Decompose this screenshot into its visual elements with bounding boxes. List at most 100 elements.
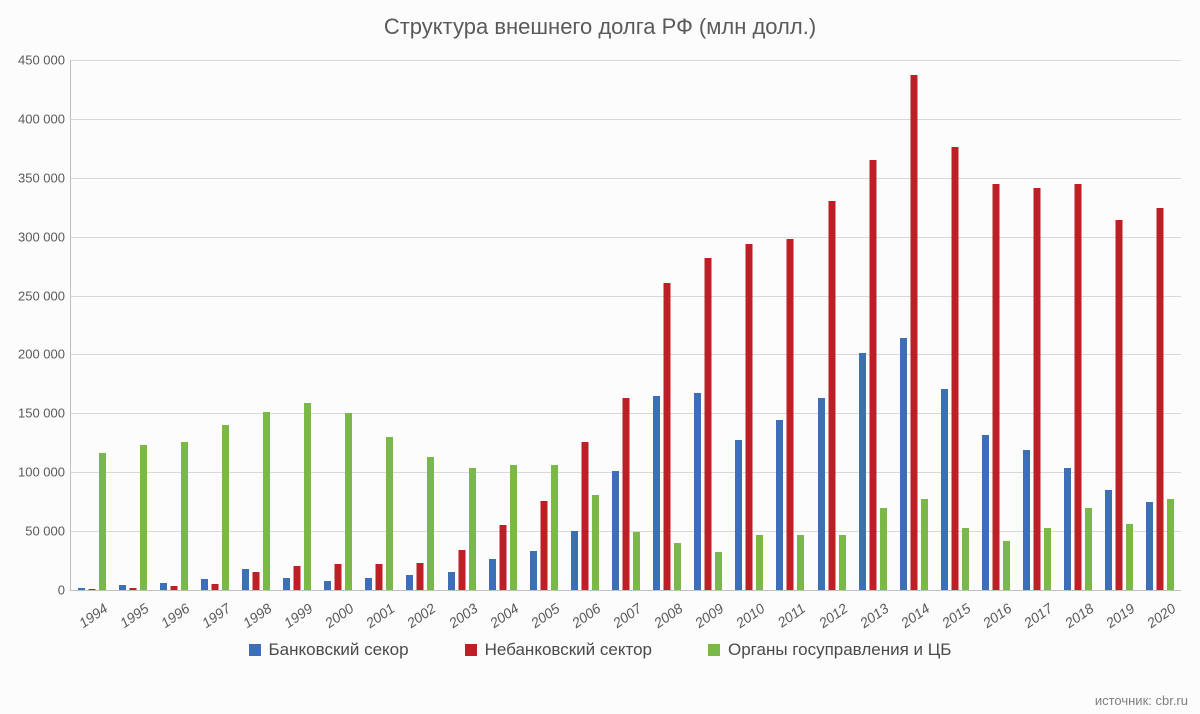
bar [540,501,547,591]
bar [839,535,846,590]
bar [746,244,753,590]
bar [705,258,712,590]
chart-container: Структура внешнего долга РФ (млн долл.) … [0,0,1200,714]
x-axis-label: 2003 [445,600,480,631]
x-axis-label: 2011 [775,600,809,630]
bar [78,588,85,590]
bar-group: 2001 [359,60,400,590]
bar-group: 2009 [688,60,729,590]
source-label: источник: cbr.ru [1095,693,1188,708]
legend-item: Небанковский сектор [465,640,652,660]
bar [941,389,948,590]
bar [1034,188,1041,590]
x-axis-label: 2002 [404,600,439,631]
bar [633,532,640,590]
bar [664,283,671,590]
x-axis-label: 2005 [528,600,563,631]
x-axis-label: 2016 [980,600,1015,631]
bar [160,583,167,590]
bar [859,353,866,590]
bar-group: 2014 [893,60,934,590]
x-axis-label: 2017 [1021,600,1056,631]
bar [345,413,352,590]
bar [1126,524,1133,590]
x-axis-label: 2020 [1144,600,1179,631]
bar [756,535,763,590]
bar-group: 2013 [852,60,893,590]
bar-group: 2016 [975,60,1016,590]
bar [386,437,393,590]
bar [448,572,455,590]
y-axis-label: 50 000 [25,524,65,539]
bar [1064,468,1071,590]
x-axis-label: 1998 [240,600,275,631]
bar-group: 1999 [277,60,318,590]
bar [499,525,506,590]
legend-item: Органы госуправления и ЦБ [708,640,951,660]
y-axis-label: 100 000 [18,465,65,480]
y-axis-label: 0 [58,583,65,598]
bar [376,564,383,590]
x-axis-label: 2009 [692,600,727,631]
bar [129,588,136,590]
bar [417,563,424,590]
bar [715,552,722,590]
bar [1075,184,1082,590]
x-axis-label: 1999 [281,600,316,631]
x-axis-label: 2007 [610,600,645,631]
bar [622,398,629,590]
bar [365,578,372,590]
bar [335,564,342,590]
bar-group: 2008 [647,60,688,590]
bar [489,559,496,590]
bar [211,584,218,590]
bar [592,495,599,590]
x-axis-label: 2004 [486,600,521,631]
bar [828,201,835,590]
legend: Банковский секор Небанковский сектор Орган… [0,640,1200,660]
x-axis-label: 2018 [1062,600,1097,631]
y-axis-label: 200 000 [18,347,65,362]
bar-group: 2019 [1099,60,1140,590]
bar-group: 2011 [770,60,811,590]
bar [910,75,917,590]
bar [612,471,619,590]
legend-swatch [465,644,477,656]
y-axis-label: 400 000 [18,111,65,126]
y-axis-label: 150 000 [18,406,65,421]
bar [119,585,126,590]
bar [1023,450,1030,590]
x-axis-label: 2001 [363,600,398,631]
legend-label: Органы госуправления и ЦБ [728,640,951,659]
bar-group: 2005 [523,60,564,590]
bar [880,508,887,590]
x-axis-label: 2013 [856,600,891,631]
x-axis-label: 2012 [815,600,850,631]
legend-item: Банковский секор [249,640,409,660]
bar [469,468,476,590]
bar-group: 1998 [235,60,276,590]
bar-group: 1995 [112,60,153,590]
bar [818,398,825,590]
y-axis-label: 450 000 [18,53,65,68]
bar [982,435,989,590]
bar [170,586,177,590]
bar [252,572,259,590]
x-axis-label: 2019 [1103,600,1138,631]
bar [581,442,588,590]
bar [530,551,537,590]
bar-group: 2002 [400,60,441,590]
bar [99,453,106,590]
bar [1167,499,1174,590]
bar [1085,508,1092,590]
y-axis-label: 350 000 [18,170,65,185]
bar [571,531,578,590]
bar-group: 2010 [729,60,770,590]
chart-title: Структура внешнего долга РФ (млн долл.) [0,0,1200,48]
bar-group: 2003 [441,60,482,590]
bar [797,535,804,590]
x-axis-label: 2015 [939,600,974,631]
bar [181,442,188,590]
x-axis-label: 1995 [116,600,151,631]
x-axis-label: 2006 [569,600,604,631]
